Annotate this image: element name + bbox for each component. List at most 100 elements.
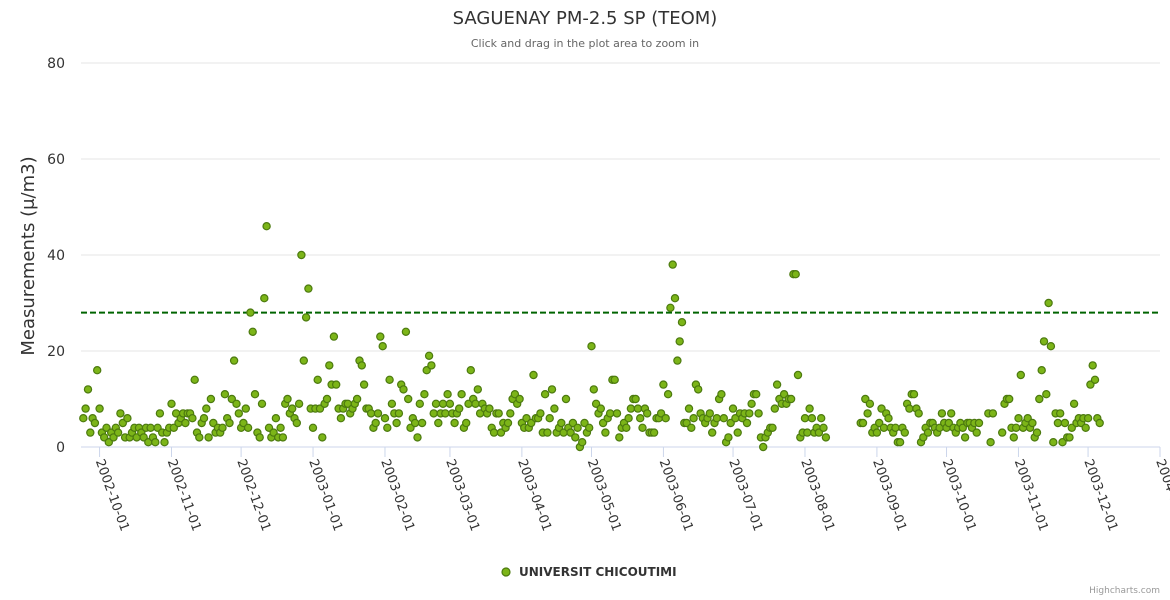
data-point[interactable] (276, 423, 285, 432)
data-point[interactable] (540, 390, 550, 399)
data-point[interactable] (863, 409, 872, 418)
data-point[interactable] (455, 404, 464, 413)
data-point[interactable] (462, 418, 471, 428)
data-point[interactable] (719, 414, 729, 423)
data-point[interactable] (1044, 298, 1053, 308)
data-point[interactable] (998, 428, 1007, 437)
data-point[interactable] (394, 409, 404, 418)
data-point[interactable] (297, 250, 306, 260)
data-point[interactable] (427, 361, 436, 370)
data-point[interactable] (1055, 409, 1065, 418)
data-point[interactable] (506, 409, 515, 418)
data-point[interactable] (503, 418, 513, 428)
data-point[interactable] (385, 375, 394, 384)
data-point[interactable] (821, 433, 831, 442)
data-point[interactable] (92, 366, 102, 375)
data-point[interactable] (443, 390, 452, 399)
data-point[interactable] (181, 418, 190, 428)
data-point[interactable] (417, 418, 427, 428)
data-point[interactable] (937, 409, 947, 418)
data-point[interactable] (387, 399, 397, 408)
data-point[interactable] (220, 390, 230, 399)
data-point[interactable] (292, 418, 301, 428)
data-point[interactable] (1049, 438, 1058, 447)
data-point[interactable] (401, 327, 411, 336)
data-point[interactable] (587, 342, 596, 351)
data-point[interactable] (392, 418, 401, 428)
data-point[interactable] (271, 414, 281, 423)
data-point[interactable] (160, 438, 169, 447)
data-point[interactable] (485, 404, 494, 413)
data-point[interactable] (601, 428, 610, 437)
data-point[interactable] (1065, 433, 1074, 442)
data-point[interactable] (457, 390, 466, 399)
data-point[interactable] (1028, 418, 1037, 428)
data-point[interactable] (638, 423, 647, 432)
data-point[interactable] (424, 351, 434, 360)
data-point[interactable] (260, 294, 269, 303)
data-point[interactable] (677, 318, 687, 327)
data-point[interactable] (371, 418, 380, 428)
data-point[interactable] (378, 342, 387, 351)
data-point[interactable] (905, 404, 914, 413)
data-point[interactable] (359, 380, 369, 389)
data-point[interactable] (410, 418, 420, 428)
data-point[interactable] (895, 438, 905, 447)
data-point[interactable] (434, 418, 443, 428)
data-point[interactable] (1039, 337, 1049, 346)
data-point[interactable] (872, 428, 882, 437)
data-point[interactable] (438, 399, 448, 408)
data-point[interactable] (332, 380, 341, 389)
data-point[interactable] (865, 399, 875, 408)
data-point[interactable] (246, 308, 255, 317)
data-point[interactable] (733, 428, 742, 437)
data-point[interactable] (589, 385, 599, 394)
data-point[interactable] (79, 414, 88, 423)
data-point[interactable] (190, 375, 199, 384)
data-point[interactable] (234, 409, 243, 418)
data-point[interactable] (1083, 414, 1093, 423)
data-point[interactable] (313, 375, 322, 384)
data-point[interactable] (705, 409, 715, 418)
data-point[interactable] (304, 284, 313, 293)
data-point[interactable] (241, 404, 250, 413)
credits-link[interactable]: Highcharts.com (1089, 586, 1160, 596)
data-point[interactable] (661, 414, 670, 423)
data-point[interactable] (666, 303, 675, 312)
data-point[interactable] (858, 418, 868, 428)
data-point[interactable] (803, 428, 812, 437)
data-point[interactable] (95, 404, 104, 413)
data-point[interactable] (742, 418, 752, 428)
data-point[interactable] (1042, 390, 1051, 399)
data-point[interactable] (278, 433, 288, 442)
data-point[interactable] (643, 409, 652, 418)
data-point[interactable] (670, 294, 680, 303)
data-point[interactable] (1088, 361, 1097, 370)
data-point[interactable] (807, 414, 817, 423)
data-point[interactable] (545, 414, 554, 423)
data-point[interactable] (891, 423, 900, 432)
data-point[interactable] (900, 428, 910, 437)
data-point[interactable] (413, 433, 422, 442)
data-point[interactable] (649, 428, 659, 437)
data-point[interactable] (561, 394, 571, 404)
data-point[interactable] (1081, 423, 1090, 432)
data-point[interactable] (747, 399, 756, 408)
data-point[interactable] (283, 394, 292, 404)
data-point[interactable] (489, 428, 499, 437)
data-point[interactable] (1053, 418, 1063, 428)
data-point[interactable] (1060, 418, 1070, 428)
plot-area[interactable] (81, 63, 1160, 447)
legend-item[interactable]: UNIVERSIT CHICOUTIMI (501, 565, 677, 579)
data-point[interactable] (914, 409, 923, 418)
data-point[interactable] (687, 423, 696, 432)
data-point[interactable] (229, 356, 239, 365)
data-point[interactable] (724, 433, 733, 442)
data-point[interactable] (615, 433, 624, 442)
data-point[interactable] (329, 332, 339, 341)
data-point[interactable] (728, 404, 738, 413)
data-point[interactable] (1090, 375, 1100, 384)
data-point[interactable] (373, 409, 383, 418)
data-point[interactable] (255, 433, 264, 442)
data-point[interactable] (752, 390, 761, 399)
